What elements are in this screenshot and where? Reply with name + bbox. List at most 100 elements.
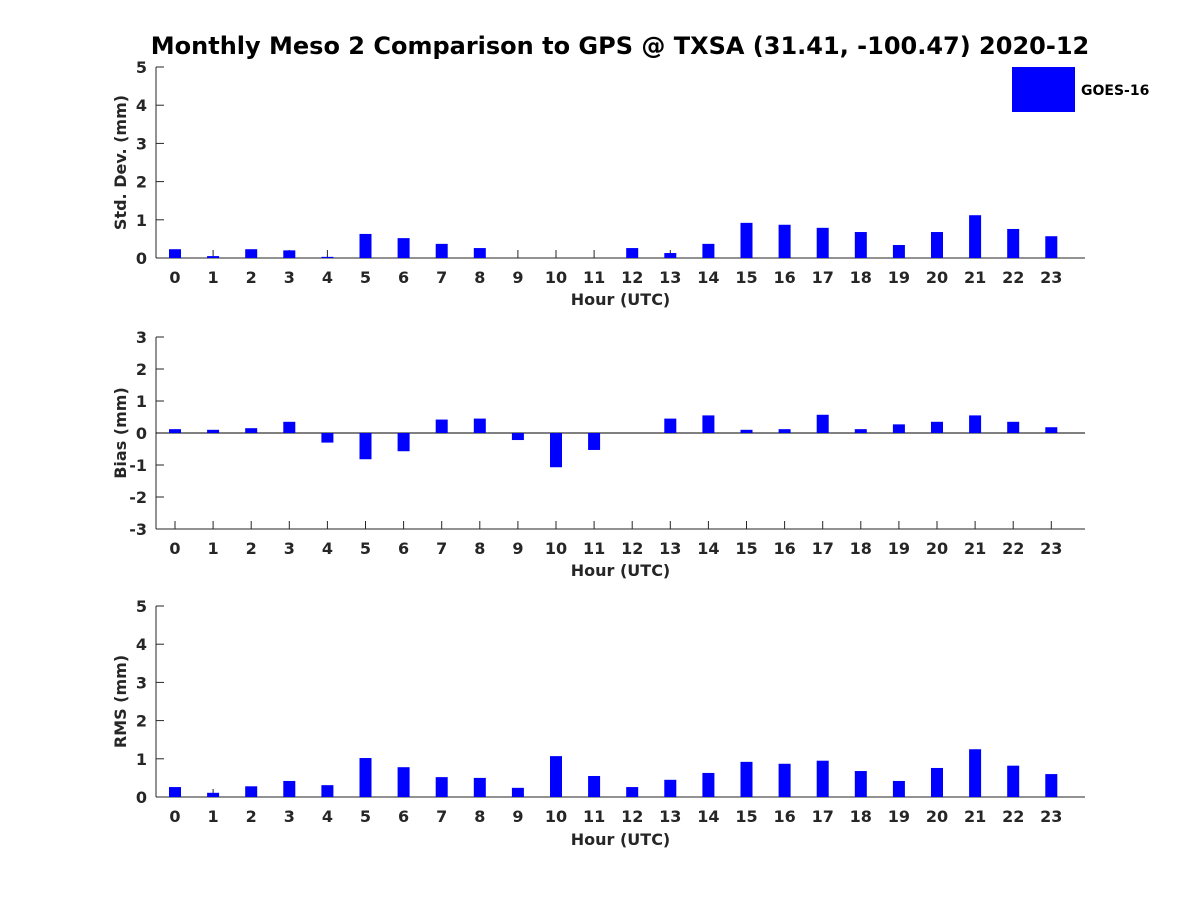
y-tick-label: 3	[136, 673, 147, 692]
y-axis-label: RMS (mm)	[111, 655, 130, 748]
x-axis-label: Hour (UTC)	[571, 561, 671, 580]
bar-hour-22	[1007, 421, 1020, 433]
bar-hour-19	[892, 424, 905, 433]
y-tick-label: 1	[136, 211, 147, 230]
bar-hour-23	[1045, 774, 1058, 797]
x-tick-label: 1	[208, 807, 219, 826]
bar-hour-6	[397, 767, 410, 797]
x-tick-label: 13	[659, 268, 681, 287]
x-tick-label: 13	[659, 539, 681, 558]
y-tick-label: -1	[129, 456, 147, 475]
bar-hour-13	[664, 418, 677, 433]
y-tick-label: 2	[136, 173, 147, 192]
y-tick-label: 2	[136, 712, 147, 731]
y-tick-label: 0	[136, 788, 147, 807]
bar-hour-5	[359, 233, 372, 258]
x-tick-label: 14	[697, 539, 719, 558]
bar-hour-2	[245, 249, 258, 258]
x-tick-label: 1	[208, 268, 219, 287]
bar-hour-2	[245, 428, 258, 433]
x-tick-label: 11	[583, 268, 605, 287]
bar-hour-1	[207, 792, 220, 797]
bar-hour-4	[321, 256, 334, 258]
bar-hour-14	[702, 243, 715, 258]
y-tick-label: 5	[136, 597, 147, 616]
bar-hour-21	[969, 415, 982, 433]
x-tick-label: 22	[1002, 268, 1024, 287]
y-axis-label: Bias (mm)	[111, 387, 130, 479]
x-tick-label: 11	[583, 539, 605, 558]
bar-hour-6	[397, 238, 410, 258]
bar-hour-14	[702, 415, 715, 433]
x-tick-label: 15	[735, 807, 757, 826]
chart-title: Monthly Meso 2 Comparison to GPS @ TXSA …	[151, 32, 1089, 60]
x-tick-label: 18	[850, 539, 872, 558]
x-tick-label: 23	[1040, 539, 1062, 558]
x-tick-label: 7	[436, 807, 447, 826]
bar-hour-4	[321, 785, 334, 797]
x-tick-label: 18	[850, 268, 872, 287]
bar-hour-20	[931, 421, 943, 433]
y-tick-label: 1	[136, 750, 147, 769]
x-axis-label: Hour (UTC)	[571, 290, 671, 309]
bar-hour-3	[283, 250, 296, 258]
x-tick-label: 7	[436, 539, 447, 558]
bar-hour-8	[473, 777, 486, 797]
x-tick-label: 7	[436, 268, 447, 287]
x-tick-label: 23	[1040, 268, 1062, 287]
x-tick-label: 8	[474, 807, 485, 826]
bar-hour-16	[778, 224, 791, 258]
x-tick-label: 16	[773, 268, 795, 287]
y-axis-label: Std. Dev. (mm)	[111, 95, 130, 230]
bar-hour-11	[588, 433, 601, 450]
y-tick-label: 4	[136, 635, 147, 654]
x-tick-label: 9	[512, 807, 523, 826]
x-tick-label: 15	[735, 539, 757, 558]
bar-hour-8	[473, 418, 486, 433]
y-tick-label: -2	[129, 488, 147, 507]
bar-hour-23	[1045, 427, 1058, 433]
x-tick-label: 17	[812, 807, 834, 826]
y-tick-label: 3	[136, 328, 147, 347]
bar-hour-0	[169, 249, 181, 258]
x-tick-label: 10	[545, 268, 567, 287]
x-tick-label: 5	[360, 539, 371, 558]
y-tick-label: 3	[136, 134, 147, 153]
x-tick-label: 5	[360, 807, 371, 826]
bar-hour-3	[283, 780, 296, 797]
x-tick-label: 21	[964, 268, 986, 287]
x-tick-label: 8	[474, 539, 485, 558]
x-tick-label: 13	[659, 807, 681, 826]
x-tick-label: 3	[284, 807, 295, 826]
y-tick-label: -3	[129, 520, 147, 539]
x-tick-label: 8	[474, 268, 485, 287]
bar-hour-7	[435, 777, 448, 797]
bar-hour-9	[511, 787, 524, 797]
x-tick-label: 20	[926, 539, 948, 558]
x-axis-label: Hour (UTC)	[571, 830, 671, 849]
x-tick-label: 19	[888, 539, 910, 558]
x-tick-label: 15	[735, 268, 757, 287]
x-tick-label: 3	[284, 268, 295, 287]
x-tick-label: 2	[246, 807, 257, 826]
bar-hour-10	[550, 756, 562, 797]
x-tick-label: 18	[850, 807, 872, 826]
bar-hour-14	[702, 772, 715, 797]
bar-hour-20	[931, 767, 943, 797]
bar-hour-15	[740, 429, 753, 433]
x-tick-label: 14	[697, 807, 719, 826]
x-tick-label: 0	[169, 268, 180, 287]
x-tick-label: 19	[888, 268, 910, 287]
bar-hour-13	[664, 779, 677, 797]
legend-swatch	[1012, 67, 1075, 112]
x-tick-label: 17	[812, 268, 834, 287]
x-tick-label: 9	[512, 539, 523, 558]
x-tick-label: 3	[284, 539, 295, 558]
x-tick-label: 16	[773, 807, 795, 826]
bar-hour-19	[892, 780, 905, 797]
x-tick-label: 10	[545, 807, 567, 826]
x-tick-label: 12	[621, 268, 643, 287]
y-tick-label: 1	[136, 392, 147, 411]
bar-hour-0	[169, 429, 181, 433]
